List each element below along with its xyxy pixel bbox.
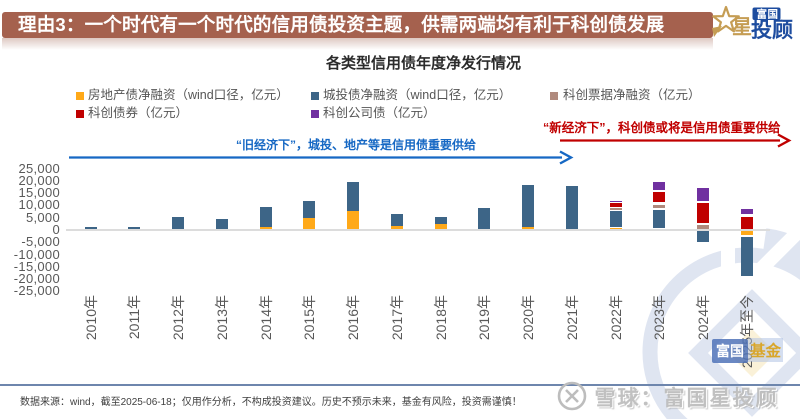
svg-text:投顾: 投顾 <box>751 18 793 42</box>
svg-text:星: 星 <box>732 16 752 39</box>
svg-text:富国: 富国 <box>757 8 779 21</box>
